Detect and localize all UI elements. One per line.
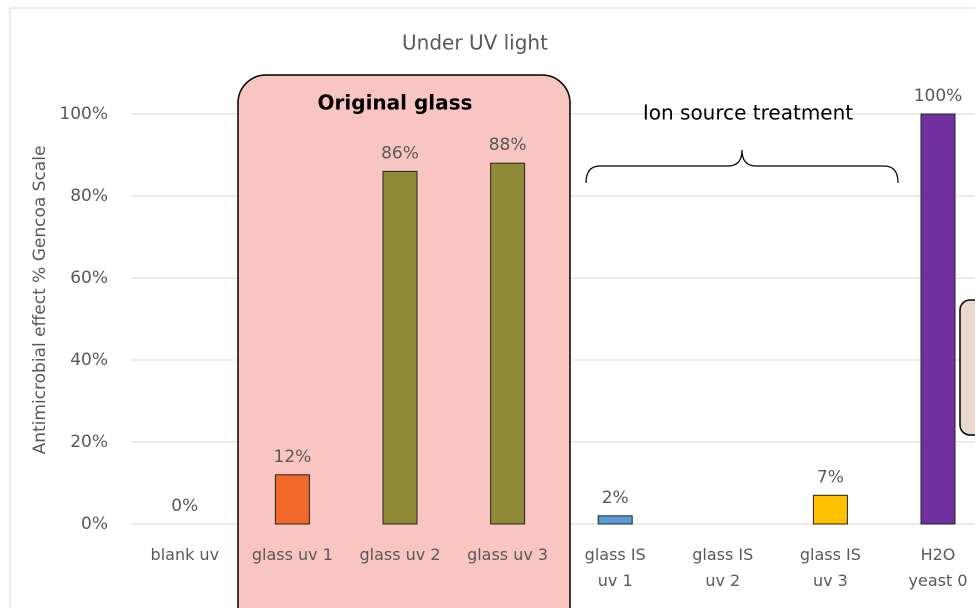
value-label: 100% bbox=[914, 86, 963, 106]
x-tick-label: blank uv bbox=[131, 542, 239, 568]
x-tick-label: glass uv 1 bbox=[238, 542, 346, 568]
page: Under UV light Antimicrobial effect % Ge… bbox=[0, 0, 975, 608]
bar bbox=[813, 495, 847, 524]
value-label: 7% bbox=[817, 467, 844, 487]
value-label: 88% bbox=[489, 135, 527, 155]
y-tick-label: 80% bbox=[70, 186, 108, 206]
y-tick-label: 60% bbox=[70, 268, 108, 288]
value-label: 2% bbox=[602, 488, 629, 508]
x-tick-label: glass IS uv 3 bbox=[790, 542, 870, 594]
bar bbox=[921, 114, 955, 524]
chart: Under UV light Antimicrobial effect % Ge… bbox=[0, 0, 975, 608]
y-tick-label: 40% bbox=[70, 350, 108, 370]
annotation: Ion source treatment bbox=[643, 101, 853, 125]
y-tick-label: 20% bbox=[70, 432, 108, 452]
chart-title: Under UV light bbox=[402, 31, 548, 55]
value-label: 0% bbox=[171, 496, 198, 516]
x-tick-label: H2O yeast 0 bbox=[898, 542, 975, 594]
value-label: 86% bbox=[381, 143, 419, 163]
x-tick-label: glass uv 3 bbox=[454, 542, 562, 568]
x-tick-label: glass uv 2 bbox=[346, 542, 454, 568]
bar bbox=[598, 516, 632, 524]
bar bbox=[275, 475, 309, 524]
x-tick-label: glass IS uv 2 bbox=[683, 542, 763, 594]
bar bbox=[383, 171, 417, 524]
y-axis-label: Antimicrobial effect % Gencoa Scale bbox=[30, 146, 50, 455]
y-tick-label: 100% bbox=[59, 104, 108, 124]
x-tick-label: glass IS uv 1 bbox=[575, 542, 655, 594]
y-tick-label: 0% bbox=[81, 514, 108, 534]
value-label: 12% bbox=[274, 447, 312, 467]
inset-image bbox=[960, 300, 975, 435]
annotation: Original glass bbox=[318, 91, 473, 115]
bar bbox=[491, 163, 525, 524]
brace bbox=[586, 150, 898, 183]
